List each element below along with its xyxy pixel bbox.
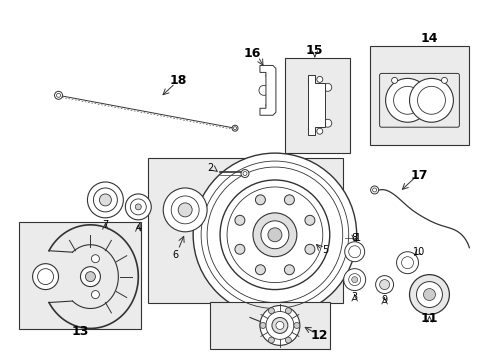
Circle shape [268, 337, 274, 343]
Text: 17: 17 [410, 168, 427, 181]
Circle shape [379, 280, 389, 289]
Circle shape [391, 77, 397, 84]
Circle shape [265, 71, 273, 80]
Circle shape [344, 242, 364, 262]
Circle shape [408, 275, 448, 315]
Circle shape [125, 194, 151, 220]
Circle shape [393, 86, 421, 114]
Circle shape [232, 125, 238, 131]
Circle shape [55, 91, 62, 99]
Text: 13: 13 [72, 325, 89, 338]
Circle shape [260, 306, 299, 345]
Circle shape [99, 194, 111, 206]
Text: 6: 6 [172, 250, 178, 260]
Circle shape [401, 257, 413, 269]
Circle shape [285, 337, 291, 343]
Circle shape [275, 321, 284, 329]
Circle shape [375, 276, 393, 293]
Circle shape [308, 78, 315, 85]
Circle shape [343, 269, 365, 291]
Text: 15: 15 [305, 44, 323, 57]
Circle shape [416, 282, 442, 307]
Circle shape [135, 204, 141, 210]
Circle shape [408, 78, 452, 122]
Circle shape [284, 265, 294, 275]
Circle shape [38, 269, 53, 285]
Circle shape [370, 186, 378, 194]
Circle shape [348, 246, 360, 258]
Circle shape [233, 127, 236, 130]
Bar [19, 222, 141, 329]
Text: 18: 18 [169, 74, 186, 87]
Circle shape [220, 180, 329, 289]
Circle shape [243, 171, 246, 176]
Circle shape [271, 318, 287, 333]
Circle shape [234, 215, 244, 225]
Circle shape [85, 272, 95, 282]
Text: 2: 2 [206, 163, 213, 173]
Circle shape [385, 78, 428, 122]
Circle shape [441, 77, 447, 84]
Text: 8: 8 [351, 233, 357, 243]
Bar [369, 45, 468, 145]
Circle shape [130, 199, 146, 215]
Bar [148, 158, 342, 302]
Circle shape [396, 252, 418, 274]
Circle shape [423, 289, 435, 301]
Circle shape [284, 195, 294, 205]
Circle shape [323, 84, 331, 91]
Circle shape [91, 291, 99, 298]
Circle shape [178, 203, 192, 217]
Text: 3: 3 [351, 292, 357, 302]
Circle shape [87, 182, 123, 218]
Circle shape [260, 323, 265, 328]
Circle shape [163, 188, 207, 232]
Circle shape [81, 267, 100, 287]
Text: 1: 1 [354, 233, 360, 243]
Bar [210, 302, 329, 349]
Circle shape [255, 265, 265, 275]
Circle shape [305, 244, 314, 254]
Circle shape [372, 188, 376, 192]
Circle shape [323, 119, 331, 127]
Text: 12: 12 [310, 329, 328, 342]
Bar [285, 58, 349, 153]
Circle shape [293, 323, 299, 328]
Text: 5: 5 [322, 245, 328, 255]
Circle shape [308, 126, 315, 133]
Circle shape [255, 195, 265, 205]
Circle shape [351, 276, 357, 283]
Circle shape [268, 308, 274, 314]
Circle shape [33, 264, 59, 289]
Circle shape [265, 101, 273, 109]
Circle shape [265, 311, 293, 339]
Polygon shape [260, 66, 275, 115]
Circle shape [93, 188, 117, 212]
Circle shape [267, 228, 281, 242]
Circle shape [305, 215, 314, 225]
Circle shape [417, 86, 445, 114]
Text: 7: 7 [102, 220, 108, 230]
Circle shape [171, 196, 199, 224]
Text: 11: 11 [420, 312, 437, 325]
Text: 16: 16 [243, 47, 260, 60]
Circle shape [261, 221, 288, 249]
Text: 10: 10 [412, 247, 425, 257]
Text: 9: 9 [381, 294, 387, 305]
Circle shape [252, 213, 296, 257]
Text: 4: 4 [135, 223, 141, 233]
Circle shape [234, 244, 244, 254]
Circle shape [57, 93, 61, 97]
Circle shape [316, 76, 322, 82]
Circle shape [348, 274, 360, 285]
Circle shape [193, 153, 356, 316]
Circle shape [259, 85, 268, 95]
Circle shape [91, 255, 99, 263]
Circle shape [285, 308, 291, 314]
Text: 14: 14 [420, 32, 437, 45]
Polygon shape [307, 75, 324, 135]
Circle shape [316, 128, 322, 134]
Circle shape [241, 170, 248, 177]
